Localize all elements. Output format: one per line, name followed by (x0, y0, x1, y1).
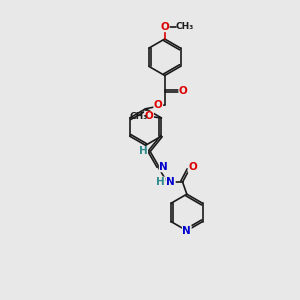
Text: N: N (159, 162, 168, 172)
Text: H: H (156, 177, 165, 187)
Text: N: N (167, 177, 175, 187)
Text: CH₃: CH₃ (176, 22, 194, 31)
Text: O: O (154, 100, 163, 110)
Text: O: O (160, 22, 169, 32)
Text: O: O (145, 111, 153, 122)
Text: H: H (139, 146, 148, 157)
Text: O: O (188, 162, 197, 172)
Text: N: N (182, 226, 191, 236)
Text: CH₃: CH₃ (129, 112, 148, 121)
Text: O: O (179, 86, 188, 96)
